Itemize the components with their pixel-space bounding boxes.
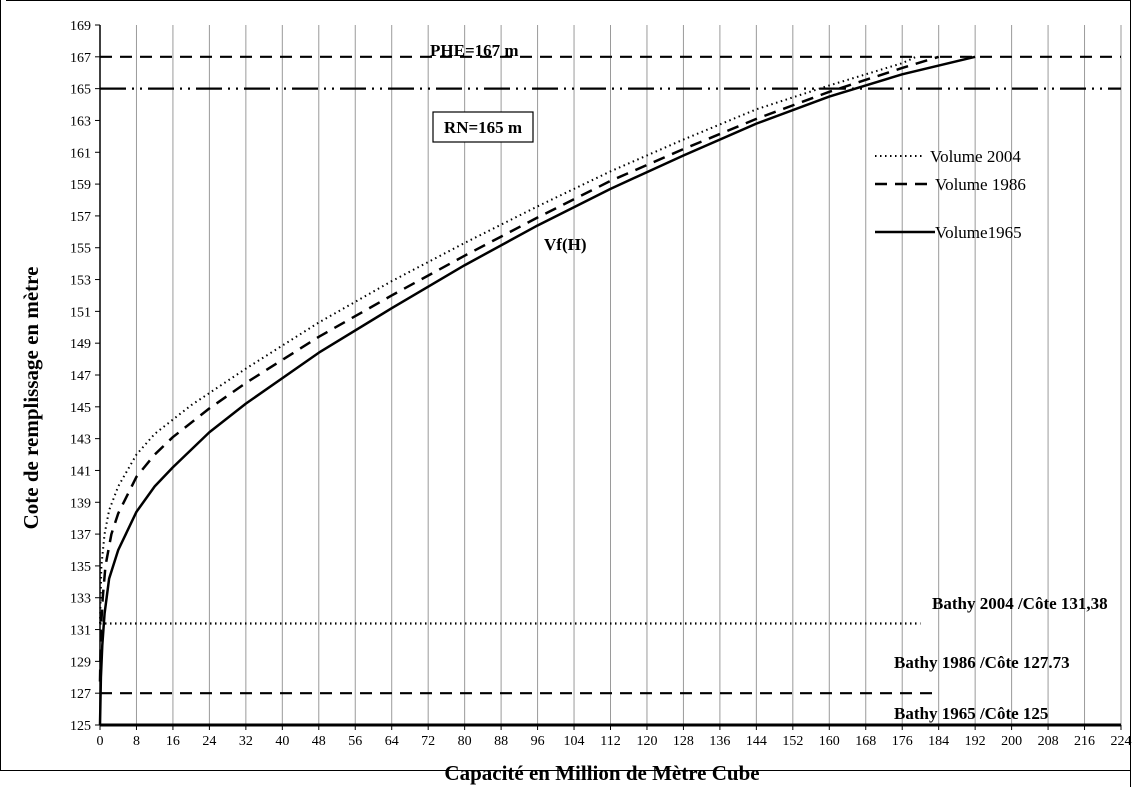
x-tick-label-88: 88 xyxy=(494,734,508,749)
legend: Volume 2004 Volume 1986 Volume1965 xyxy=(875,147,1026,242)
y-axis-title: Cote de remplissage en mètre xyxy=(19,267,43,530)
phe-label-box: PHE=167 m xyxy=(430,41,519,60)
x-axis-title: Capacité en Million de Mètre Cube xyxy=(444,761,759,785)
y-tick-label-151: 151 xyxy=(70,305,91,320)
legend-label-2004: Volume 2004 xyxy=(930,147,1021,166)
phe-label: PHE=167 m xyxy=(430,41,519,60)
x-tick-label-160: 160 xyxy=(819,734,840,749)
vertical-gridlines xyxy=(135,25,1122,725)
y-tick-label-157: 157 xyxy=(70,210,91,225)
x-tick-label-16: 16 xyxy=(166,734,180,749)
x-tick-label-64: 64 xyxy=(385,734,399,749)
x-tick-label-176: 176 xyxy=(892,734,913,749)
legend-label-1986: Volume 1986 xyxy=(935,175,1026,194)
x-tick-label-56: 56 xyxy=(348,734,362,749)
y-tick-label-163: 163 xyxy=(70,114,91,129)
y-tick-label-167: 167 xyxy=(70,51,91,66)
y-tick-label-149: 149 xyxy=(70,337,91,352)
x-tick-label-192: 192 xyxy=(965,734,986,749)
series-line-1 xyxy=(98,55,940,682)
x-tick-label-200: 200 xyxy=(1001,734,1022,749)
x-tick-label-80: 80 xyxy=(458,734,472,749)
x-tick-label-8: 8 xyxy=(133,734,140,749)
y-tick-label-139: 139 xyxy=(70,496,91,511)
y-tick-label-131: 131 xyxy=(70,624,91,639)
legend-label-1965: Volume1965 xyxy=(935,223,1022,242)
y-tick-label-137: 137 xyxy=(70,528,91,543)
x-tick-label-208: 208 xyxy=(1038,734,1059,749)
y-tick-labels: 125 127 129 131 133 135 137 139 141 143 145 147 149 1… xyxy=(70,19,91,734)
bathy-1965-label: Bathy 1965 /Côte 125 xyxy=(894,704,1048,723)
y-tick-label-159: 159 xyxy=(70,178,91,193)
y-tick-label-165: 165 xyxy=(70,83,91,98)
vf-h-annotation: Vf(H) xyxy=(544,235,586,254)
x-tick-label-136: 136 xyxy=(709,734,730,749)
x-tick-label-144: 144 xyxy=(746,734,767,749)
x-tick-label-224: 224 xyxy=(1111,734,1132,749)
x-tick-label-112: 112 xyxy=(600,734,620,749)
x-tick-label-40: 40 xyxy=(275,734,289,749)
rn-label-box: RN=165 m xyxy=(432,111,534,143)
x-tick-label-168: 168 xyxy=(855,734,876,749)
x-tick-label-120: 120 xyxy=(636,734,657,749)
y-tick-label-133: 133 xyxy=(70,592,91,607)
y-tick-label-127: 127 xyxy=(70,687,91,702)
x-tick-label-216: 216 xyxy=(1074,734,1095,749)
y-tick-label-143: 143 xyxy=(70,433,91,448)
y-tick-label-155: 155 xyxy=(70,242,91,257)
x-tick-label-104: 104 xyxy=(564,734,585,749)
x-tick-label-0: 0 xyxy=(97,734,104,749)
y-tick-label-135: 135 xyxy=(70,560,91,575)
series-line-2 xyxy=(98,55,976,726)
x-tick-labels: 0 8 16 24 32 40 48 56 64 72 80 88 96 104 112 120 128 136 1… xyxy=(97,734,1132,749)
bathy-1986-label: Bathy 1986 /Côte 127.73 xyxy=(894,653,1070,672)
y-tick-label-125: 125 xyxy=(70,719,91,734)
x-tick-label-184: 184 xyxy=(928,734,949,749)
x-tick-label-128: 128 xyxy=(673,734,694,749)
series-lines xyxy=(98,55,976,726)
x-tick-label-24: 24 xyxy=(202,734,216,749)
x-tick-label-72: 72 xyxy=(421,734,435,749)
y-tick-label-147: 147 xyxy=(70,369,91,384)
y-tick-label-145: 145 xyxy=(70,401,91,416)
y-tick-label-129: 129 xyxy=(70,655,91,670)
rn-label: RN=165 m xyxy=(444,118,522,137)
y-tick-label-161: 161 xyxy=(70,146,91,161)
y-tick-label-169: 169 xyxy=(70,19,91,34)
x-tick-label-48: 48 xyxy=(312,734,326,749)
x-tick-label-32: 32 xyxy=(239,734,253,749)
axes xyxy=(95,24,1122,730)
x-tick-label-96: 96 xyxy=(531,734,545,749)
bathy-2004-label: Bathy 2004 /Côte 131,38 xyxy=(932,594,1108,613)
y-tick-label-153: 153 xyxy=(70,274,91,289)
x-tick-label-152: 152 xyxy=(782,734,803,749)
y-tick-label-141: 141 xyxy=(70,464,91,479)
rn-label-border xyxy=(432,111,534,143)
